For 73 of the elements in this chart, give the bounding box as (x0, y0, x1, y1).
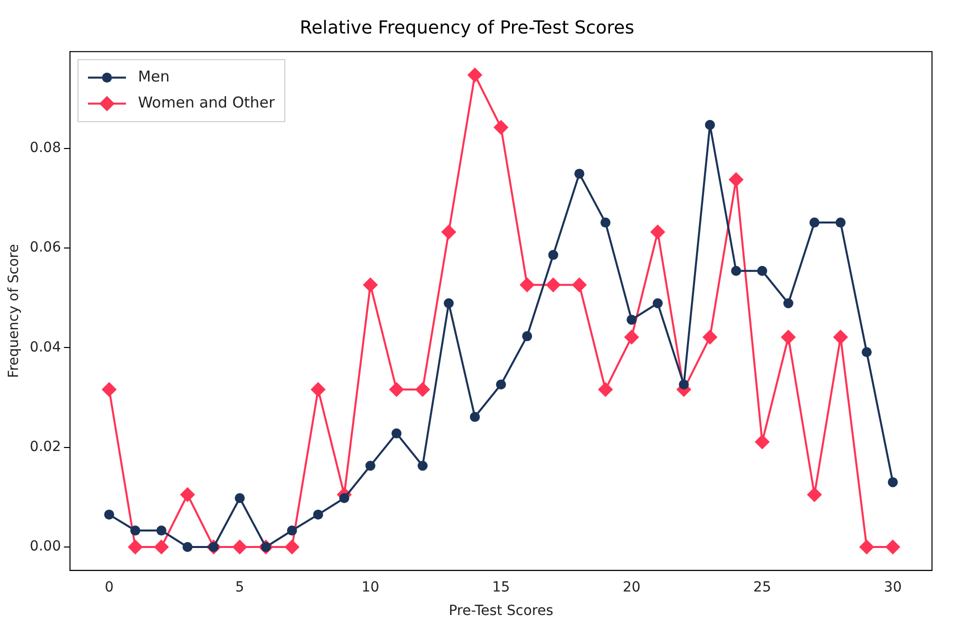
point (128, 539, 143, 554)
point (731, 266, 742, 276)
point (102, 382, 117, 397)
x-tick-label: 0 (104, 579, 114, 596)
point (415, 382, 430, 397)
point (130, 526, 140, 536)
point (467, 68, 482, 83)
point (859, 539, 874, 554)
point (888, 477, 898, 488)
point (156, 526, 166, 536)
point (757, 266, 768, 276)
point (574, 168, 584, 179)
point (783, 298, 794, 308)
x-tick-label: 5 (235, 579, 244, 596)
point (496, 380, 506, 390)
point (470, 412, 480, 422)
point (234, 493, 245, 504)
x-tick-label: 20 (622, 579, 641, 596)
point (626, 314, 637, 325)
legend-label: Men (138, 67, 170, 86)
point (548, 250, 558, 260)
point (704, 120, 715, 130)
x-tick-label: 25 (753, 579, 772, 596)
y-tick-label: 0.00 (30, 538, 61, 555)
point (522, 331, 532, 342)
point (444, 298, 454, 308)
point (702, 330, 718, 345)
point (493, 120, 508, 135)
point (310, 382, 326, 397)
point (833, 330, 848, 345)
point (806, 487, 822, 502)
point (624, 330, 640, 345)
point (287, 526, 298, 536)
point (284, 539, 300, 554)
y-tick-label: 0.08 (30, 140, 61, 156)
point (754, 434, 770, 450)
point (546, 277, 561, 292)
point (809, 218, 820, 228)
point (441, 224, 456, 240)
point (600, 218, 610, 228)
point (392, 428, 402, 438)
point (180, 487, 196, 502)
x-tick-label: 30 (884, 579, 902, 596)
point (365, 460, 376, 471)
point (418, 460, 428, 471)
point (652, 298, 663, 308)
point (104, 510, 114, 520)
point (836, 218, 846, 228)
point (232, 539, 248, 554)
point (389, 382, 404, 397)
y-tick-label: 0.06 (30, 240, 62, 256)
point (728, 172, 744, 188)
y-tick-label: 0.02 (30, 438, 61, 455)
point (520, 277, 535, 292)
point (313, 510, 324, 520)
point (362, 277, 378, 292)
y-axis-title: Frequency of Score (6, 244, 22, 378)
point (650, 224, 666, 240)
x-tick-label: 10 (361, 579, 380, 596)
x-tick-label: 15 (492, 579, 510, 596)
point (780, 330, 796, 345)
point (154, 539, 169, 554)
point (862, 347, 872, 358)
x-axis-title: Pre-Test Scores (448, 603, 554, 620)
chart-title: Relative Frequency of Pre-Test Scores (300, 17, 634, 38)
point (598, 382, 613, 397)
legend-label: Women and Other (138, 93, 276, 112)
point (339, 493, 350, 504)
point (678, 380, 689, 390)
point (572, 277, 587, 292)
point (182, 542, 193, 552)
y-tick-label: 0.04 (30, 339, 62, 356)
point (885, 539, 900, 554)
